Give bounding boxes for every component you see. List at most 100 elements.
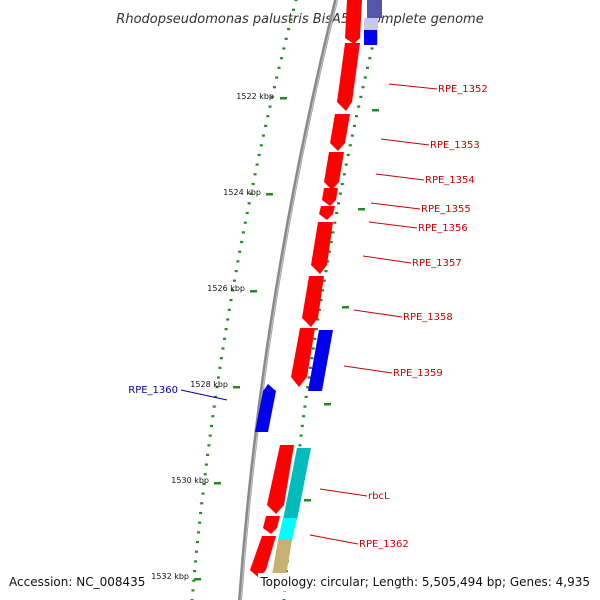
guide-dot xyxy=(198,521,202,524)
guide-dot xyxy=(340,182,344,186)
gene-label-rbcl[interactable]: rbcL xyxy=(368,491,390,502)
gene-rpe-1359[interactable] xyxy=(291,328,315,387)
guide-dot xyxy=(245,211,249,215)
tick-mark xyxy=(250,290,257,293)
guide-dot xyxy=(208,434,212,437)
guide-dot xyxy=(344,163,348,166)
tick-mark xyxy=(372,109,379,112)
gene-feature[interactable] xyxy=(263,516,280,534)
guide-dot xyxy=(359,95,363,98)
guide-dot xyxy=(310,357,314,360)
tick-marks: 1522 kbp 1524 kbp 1526 kbp 1528 kbp 1530… xyxy=(151,92,287,581)
gene-label-rpe-1355[interactable]: RPE_1355 xyxy=(421,204,471,215)
gene-label-rpe-1357[interactable]: RPE_1357 xyxy=(412,258,462,269)
tick-mark xyxy=(280,97,287,100)
gene-rpe-1357[interactable] xyxy=(311,222,333,274)
guide-dot xyxy=(287,28,291,31)
gene-block-top[interactable] xyxy=(345,0,382,45)
guide-dot xyxy=(342,173,346,176)
guide-dot xyxy=(229,299,233,302)
connector-rpe-1359 xyxy=(343,365,393,374)
guide-dot xyxy=(223,337,226,340)
guide-dot xyxy=(251,182,255,186)
guide-dot xyxy=(303,405,307,408)
guide-dot xyxy=(355,115,358,118)
guide-dot xyxy=(292,8,295,11)
gene-label-rpe-1354[interactable]: RPE_1354 xyxy=(425,175,475,186)
guide-dot xyxy=(200,502,204,505)
gene-rpe-1354[interactable] xyxy=(324,152,344,190)
gene-rpe-1362[interactable] xyxy=(250,536,276,578)
guide-dot xyxy=(370,47,374,50)
gene-other-feature[interactable] xyxy=(272,540,292,575)
guide-dot xyxy=(289,18,293,21)
gene-rna-feature[interactable] xyxy=(278,518,297,540)
guide-dot xyxy=(204,463,208,466)
tick-mark xyxy=(266,193,273,196)
guide-dot xyxy=(282,47,286,50)
gene-label-rpe-1352[interactable]: RPE_1352 xyxy=(438,84,488,95)
guide-dot xyxy=(221,347,225,350)
guide-dot xyxy=(236,260,240,263)
guide-dot xyxy=(317,308,321,311)
guide-dot xyxy=(357,105,361,108)
guide-dot xyxy=(255,163,259,166)
gene-feature[interactable] xyxy=(345,0,362,44)
gene-label-rpe-1359[interactable]: RPE_1359 xyxy=(393,368,443,379)
guide-dot xyxy=(313,337,317,340)
tick-label: 1526 kbp xyxy=(207,284,245,293)
guide-dot xyxy=(249,192,253,195)
gene-rpe-1358[interactable] xyxy=(302,276,324,327)
gene-rpe-1360[interactable] xyxy=(255,384,276,432)
gene-rpe-1356[interactable] xyxy=(319,206,335,220)
gene-rbcl[interactable] xyxy=(267,445,294,514)
guide-dot xyxy=(210,424,213,427)
guide-dot xyxy=(238,250,242,253)
guide-dot xyxy=(224,328,228,331)
tick-mark xyxy=(342,306,349,309)
connector-rpe-1358 xyxy=(353,309,403,318)
reverse-genes[interactable] xyxy=(255,330,333,432)
tick-mark xyxy=(194,578,201,581)
rna-genes[interactable] xyxy=(272,448,311,575)
guide-dot xyxy=(368,57,372,60)
gene-label-rpe-1353[interactable]: RPE_1353 xyxy=(430,140,480,151)
gene-rpe-1355[interactable] xyxy=(322,188,338,206)
guide-dot xyxy=(335,211,339,215)
gene-feature[interactable] xyxy=(367,0,382,18)
gene-rpe-1353[interactable] xyxy=(330,114,350,151)
tick-mark xyxy=(214,482,221,485)
tick-label: 1524 kbp xyxy=(223,188,261,197)
tick-label: 1528 kbp xyxy=(190,380,228,389)
forward-genes[interactable] xyxy=(250,43,360,578)
gene-rna-feature[interactable] xyxy=(283,448,311,520)
gene-feature[interactable] xyxy=(364,30,377,45)
guide-dot xyxy=(352,124,356,127)
connector-rpe-1353 xyxy=(380,138,430,146)
guide-dot xyxy=(338,192,342,195)
guide-dot xyxy=(227,308,231,311)
guide-dot xyxy=(203,473,207,476)
guide-dot xyxy=(211,415,215,418)
gene-label-rpe-1362[interactable]: RPE_1362 xyxy=(359,539,409,550)
connector-rpe-1360 xyxy=(180,389,228,401)
summary-text: Topology: circular; Length: 5,505,494 bp… xyxy=(259,575,590,589)
guide-dot xyxy=(218,366,222,369)
guide-dot xyxy=(206,453,210,456)
guide-dot xyxy=(307,376,311,379)
gene-label-rpe-1360[interactable]: RPE_1360 xyxy=(128,385,178,396)
guide-dot xyxy=(202,482,206,486)
guide-dot xyxy=(240,240,244,244)
guide-dot xyxy=(277,66,281,69)
guide-dot xyxy=(266,115,270,118)
guide-dot xyxy=(337,202,340,205)
guide-dot xyxy=(193,570,197,573)
gene-label-rpe-1358[interactable]: RPE_1358 xyxy=(403,312,453,323)
gene-rpe-1352[interactable] xyxy=(337,43,360,111)
gene-label-rpe-1356[interactable]: RPE_1356 xyxy=(418,223,468,234)
footer-summary-backdrop xyxy=(258,573,596,591)
gene-feature[interactable] xyxy=(308,330,333,391)
genome-backbone-highlight xyxy=(240,0,338,600)
accession-text: Accession: NC_008435 xyxy=(9,575,145,589)
guide-dot xyxy=(284,37,288,40)
